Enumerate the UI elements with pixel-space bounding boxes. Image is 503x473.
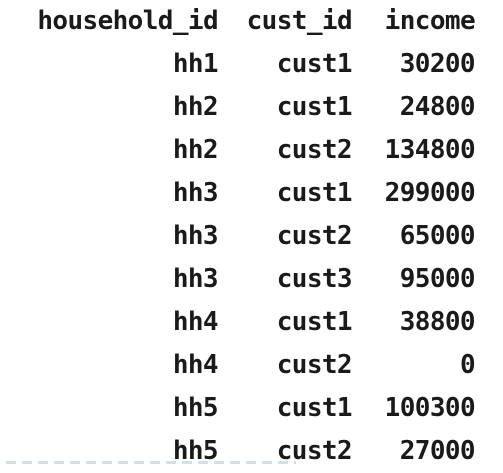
column-header-household-id: household_id <box>37 6 218 36</box>
cell-household-id: hh5 <box>172 393 219 423</box>
cell-income: 38800 <box>399 307 476 337</box>
cell-cust-id: cust3 <box>276 264 353 294</box>
cell-cust-id: cust1 <box>276 393 353 423</box>
cell-income: 299000 <box>384 178 476 208</box>
cell-household-id: hh3 <box>172 264 219 294</box>
cell-income: 30200 <box>399 49 476 79</box>
table-row: hh3 cust1 299000 <box>4 172 476 215</box>
cell-income: 27000 <box>399 436 476 466</box>
cell-household-id: hh2 <box>172 135 219 165</box>
cell-household-id: hh4 <box>172 350 219 380</box>
cell-cust-id: cust2 <box>276 350 353 380</box>
table-row: hh4 cust2 0 <box>4 344 476 387</box>
cell-cust-id: cust2 <box>276 221 353 251</box>
cell-income: 95000 <box>399 264 476 294</box>
table-row: hh2 cust1 24800 <box>4 86 476 129</box>
table-row: hh2 cust2 134800 <box>4 129 476 172</box>
table-row: hh4 cust1 38800 <box>4 301 476 344</box>
cell-cust-id: cust1 <box>276 92 353 122</box>
data-table: household_id cust_id income hh1 cust1 30… <box>4 0 475 473</box>
table-row: hh1 cust1 30200 <box>4 43 476 86</box>
cropped-next-line <box>0 455 503 469</box>
cell-income: 65000 <box>399 221 476 251</box>
cell-income: 100300 <box>384 393 476 423</box>
cell-cust-id: cust2 <box>276 135 353 165</box>
column-header-income: income <box>384 6 476 36</box>
cell-household-id: hh3 <box>172 221 219 251</box>
cell-cust-id: cust1 <box>276 307 353 337</box>
table-row: hh5 cust1 100300 <box>4 387 476 430</box>
cropped-text-fragment <box>6 461 296 464</box>
header-row: household_id cust_id income <box>4 0 475 43</box>
table-row: hh3 cust2 65000 <box>4 215 476 258</box>
table-row: hh5 cust2 27000 <box>4 430 476 473</box>
cell-income: 0 <box>459 350 476 380</box>
cell-household-id: hh1 <box>172 49 219 79</box>
column-header-cust-id: cust_id <box>246 6 353 36</box>
cell-household-id: hh4 <box>172 307 219 337</box>
cell-cust-id: cust1 <box>276 178 353 208</box>
cell-income: 24800 <box>399 92 476 122</box>
table-row: hh3 cust3 95000 <box>4 258 476 301</box>
cell-household-id: hh2 <box>172 92 219 122</box>
cell-cust-id: cust1 <box>276 49 353 79</box>
cell-income: 134800 <box>384 135 476 165</box>
cell-household-id: hh3 <box>172 178 219 208</box>
